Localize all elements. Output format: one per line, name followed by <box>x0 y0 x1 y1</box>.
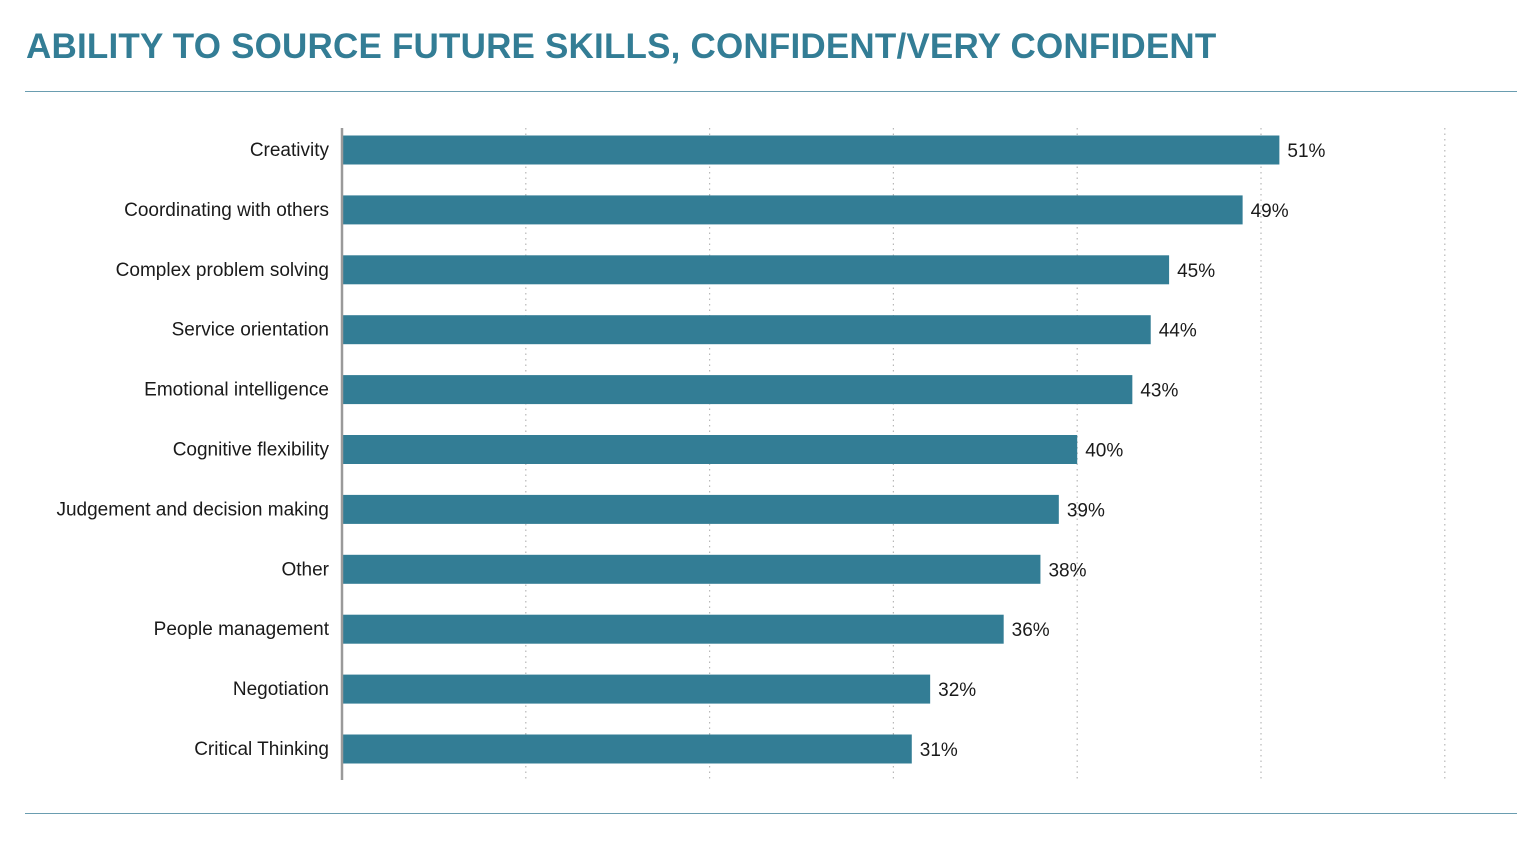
category-label: Negotiation <box>233 679 329 700</box>
value-label: 45% <box>1177 261 1215 282</box>
bar <box>343 554 1041 584</box>
value-label: 38% <box>1048 560 1086 581</box>
bottom-divider <box>25 813 1517 814</box>
category-label: Complex problem solving <box>116 260 329 281</box>
bars <box>343 135 1280 764</box>
bar <box>343 674 931 704</box>
bar <box>343 195 1243 225</box>
bar <box>343 614 1004 644</box>
category-label: Critical Thinking <box>194 739 329 760</box>
value-label: 44% <box>1159 321 1197 342</box>
category-label: Coordinating with others <box>124 200 329 221</box>
category-label: Other <box>281 559 329 580</box>
value-label: 43% <box>1140 381 1178 402</box>
top-divider <box>25 91 1517 92</box>
bar <box>343 315 1151 345</box>
bar <box>343 375 1133 405</box>
bar <box>343 135 1280 165</box>
value-label: 51% <box>1287 141 1325 162</box>
category-label: Emotional intelligence <box>144 380 329 401</box>
value-label: 49% <box>1251 201 1289 222</box>
category-label: Cognitive flexibility <box>173 440 330 461</box>
bar <box>343 435 1078 464</box>
value-label: 31% <box>920 740 958 761</box>
category-label: Service orientation <box>172 320 329 341</box>
chart-title: ABILITY TO SOURCE FUTURE SKILLS, CONFIDE… <box>26 27 1217 66</box>
labels: Creativity 51% Coordinating with others 49%… <box>56 140 1325 761</box>
category-label: Judgement and decision making <box>56 499 329 520</box>
value-label: 36% <box>1012 620 1050 641</box>
category-label: Creativity <box>250 140 330 161</box>
bar <box>343 255 1170 285</box>
bar <box>343 494 1059 524</box>
category-label: People management <box>154 619 330 640</box>
value-label: 32% <box>938 680 976 701</box>
value-label: 39% <box>1067 500 1105 521</box>
bar <box>343 734 912 764</box>
value-label: 40% <box>1085 441 1123 462</box>
